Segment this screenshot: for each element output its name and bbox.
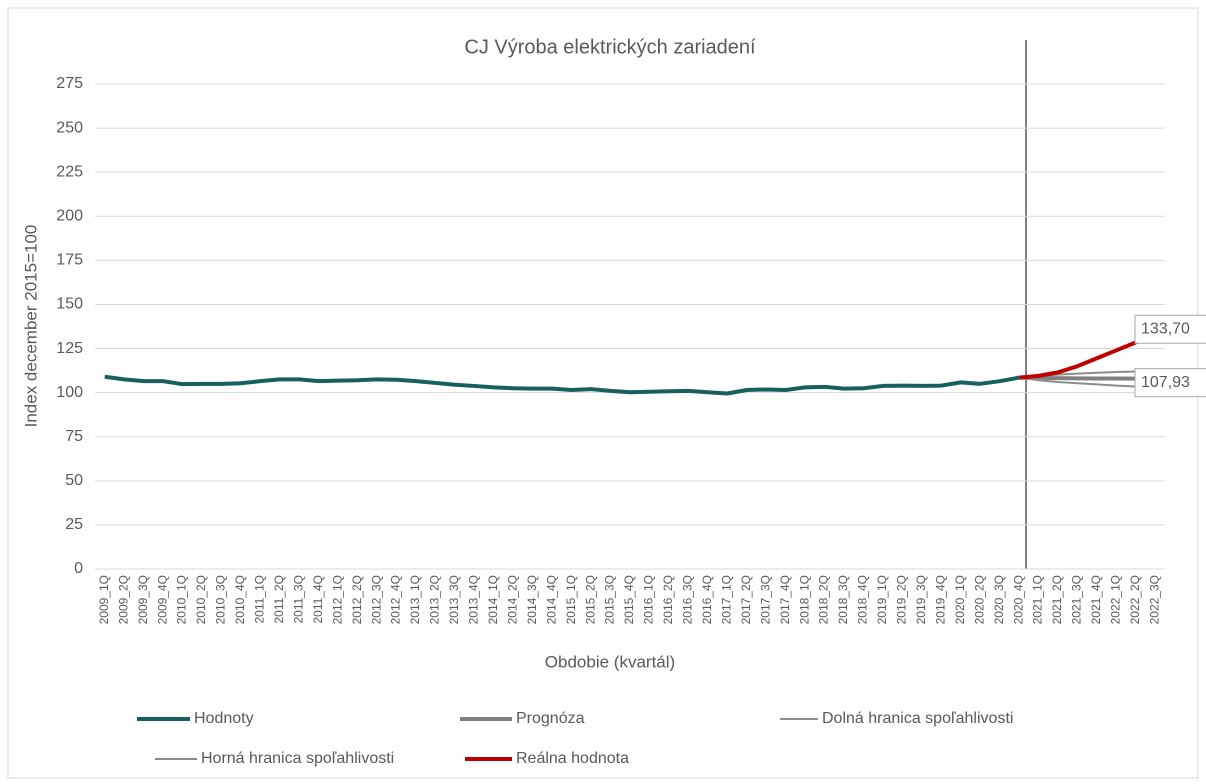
x-tick-label: 2017_2Q xyxy=(739,575,753,624)
x-tick-label: 2011_3Q xyxy=(291,575,305,624)
y-tick-label: 0 xyxy=(74,560,83,577)
data-label: 133,70 xyxy=(1141,320,1190,337)
x-tick-label: 2010_3Q xyxy=(214,575,228,624)
x-tick-label: 2020_4Q xyxy=(1011,575,1025,624)
x-tick-label: 2017_3Q xyxy=(758,575,772,624)
x-tick-label: 2012_3Q xyxy=(369,575,383,624)
x-tick-label: 2013_1Q xyxy=(408,575,422,624)
x-tick-label: 2014_1Q xyxy=(486,575,500,624)
x-tick-label: 2016_2Q xyxy=(661,575,675,624)
x-tick-label: 2010_2Q xyxy=(194,575,208,624)
x-tick-label: 2018_1Q xyxy=(797,575,811,624)
x-tick-label: 2014_3Q xyxy=(525,575,539,624)
x-tick-label: 2011_4Q xyxy=(311,575,325,624)
x-tick-label: 2014_4Q xyxy=(544,575,558,624)
y-tick-label: 225 xyxy=(56,163,83,180)
legend-label: Hodnoty xyxy=(194,710,254,727)
y-tick-label: 25 xyxy=(65,516,83,533)
legend-label: Reálna hodnota xyxy=(516,750,629,767)
x-tick-label: 2020_3Q xyxy=(992,575,1006,624)
y-tick-label: 275 xyxy=(56,75,83,92)
y-tick-label: 100 xyxy=(56,384,83,401)
x-tick-label: 2017_4Q xyxy=(778,575,792,624)
x-tick-label: 2013_3Q xyxy=(447,575,461,624)
chart-title: CJ Výroba elektrických zariadení xyxy=(464,36,756,58)
y-axis-title: Index december 2015=100 xyxy=(21,225,40,428)
legend-label: Prognóza xyxy=(516,710,585,727)
series-line xyxy=(104,374,1020,396)
x-tick-label: 2009_4Q xyxy=(155,575,169,624)
y-tick-label: 175 xyxy=(56,252,83,269)
y-tick-label: 200 xyxy=(56,207,83,224)
x-tick-label: 2015_3Q xyxy=(603,575,617,624)
x-tick-label: 2021_1Q xyxy=(1031,575,1045,624)
x-tick-label: 2009_2Q xyxy=(116,575,130,624)
y-tick-label: 75 xyxy=(65,428,83,445)
x-tick-label: 2020_2Q xyxy=(972,575,986,624)
legend-label: Horná hranica spoľahlivosti xyxy=(201,750,394,767)
x-tick-label: 2020_1Q xyxy=(953,575,967,624)
x-tick-label: 2019_1Q xyxy=(875,575,889,624)
x-tick-label: 2015_2Q xyxy=(583,575,597,624)
x-tick-label: 2014_2Q xyxy=(505,575,519,624)
y-tick-label: 250 xyxy=(56,119,83,136)
x-tick-label: 2012_4Q xyxy=(389,575,403,624)
data-label: 107,93 xyxy=(1141,374,1190,391)
data-label-box xyxy=(1134,368,1206,398)
x-tick-label: 2018_3Q xyxy=(836,575,850,624)
x-tick-label: 2013_2Q xyxy=(428,575,442,624)
data-label-box xyxy=(1134,314,1206,344)
y-tick-label: 125 xyxy=(56,340,83,357)
x-axis-title: Obdobie (kvartál) xyxy=(545,652,675,671)
x-tick-label: 2018_2Q xyxy=(817,575,831,624)
y-tick-label: 150 xyxy=(56,296,83,313)
legend-label: Dolná hranica spoľahlivosti xyxy=(822,710,1013,727)
x-tick-label: 2019_3Q xyxy=(914,575,928,624)
x-tick-label: 2011_1Q xyxy=(253,575,267,624)
x-tick-label: 2012_1Q xyxy=(330,575,344,624)
x-tick-label: 2019_2Q xyxy=(895,575,909,624)
x-tick-label: 2010_1Q xyxy=(175,575,189,624)
x-tick-label: 2015_1Q xyxy=(564,575,578,624)
x-tick-label: 2016_3Q xyxy=(681,575,695,624)
x-tick-label: 2015_4Q xyxy=(622,575,636,624)
x-tick-label: 2022_2Q xyxy=(1128,575,1142,624)
y-tick-label: 50 xyxy=(65,472,83,489)
x-tick-label: 2011_2Q xyxy=(272,575,286,624)
x-tick-label: 2021_3Q xyxy=(1070,575,1084,624)
x-tick-label: 2019_4Q xyxy=(933,575,947,624)
x-tick-label: 2016_4Q xyxy=(700,575,714,624)
x-tick-label: 2018_4Q xyxy=(856,575,870,624)
x-tick-label: 2022_1Q xyxy=(1109,575,1123,624)
series-line xyxy=(1019,375,1156,381)
x-tick-label: 2012_2Q xyxy=(350,575,364,624)
x-tick-label: 2022_3Q xyxy=(1147,575,1161,624)
x-tick-label: 2016_1Q xyxy=(642,575,656,624)
x-tick-label: 2021_4Q xyxy=(1089,575,1103,624)
series-line xyxy=(1018,331,1157,380)
x-tick-label: 2017_1Q xyxy=(719,575,733,624)
x-tick-label: 2010_4Q xyxy=(233,575,247,624)
x-tick-label: 2009_1Q xyxy=(97,575,111,624)
x-tick-label: 2021_2Q xyxy=(1050,575,1064,624)
x-tick-label: 2009_3Q xyxy=(136,575,150,624)
x-tick-label: 2013_4Q xyxy=(467,575,481,624)
series-line xyxy=(1018,376,1156,389)
